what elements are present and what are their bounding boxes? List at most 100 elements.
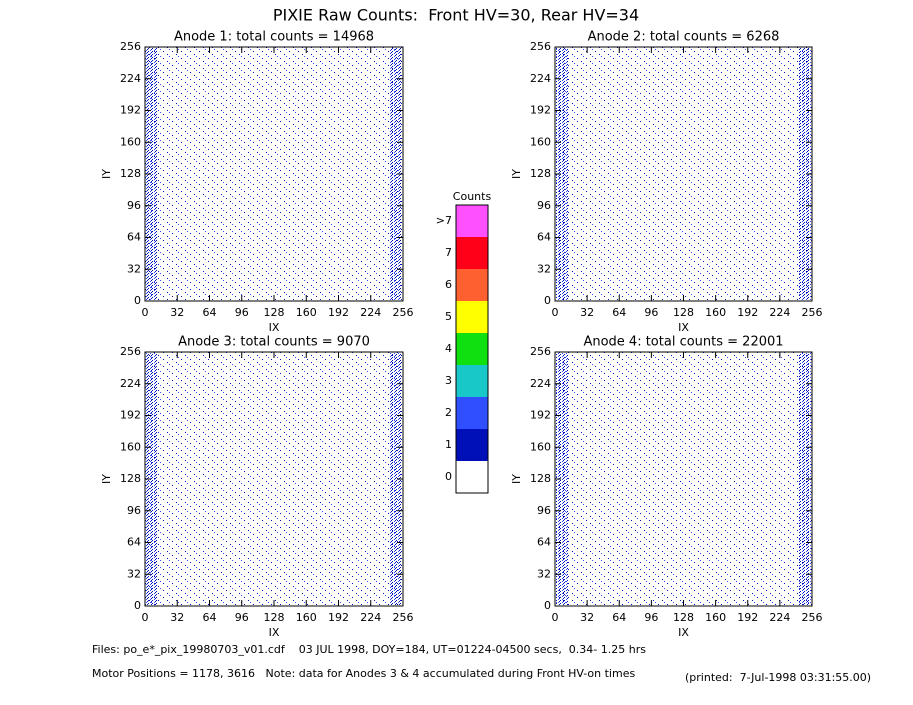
x-tick-label: 256 [393, 611, 414, 624]
x-tick-label: 0 [142, 306, 149, 319]
x-tick-label: 224 [769, 611, 790, 624]
x-tick-label: 64 [612, 306, 626, 319]
y-tick-label: 256 [120, 40, 141, 53]
y-tick-label: 96 [127, 504, 141, 517]
x-tick-label: 192 [328, 611, 349, 624]
y-tick-label: 96 [537, 199, 551, 212]
colorbar-swatch [456, 365, 488, 397]
y-tick-label: 256 [120, 345, 141, 358]
y-tick-label: 224 [120, 72, 141, 85]
colorbar-frame [455, 204, 489, 494]
x-tick-label: 96 [235, 611, 249, 624]
plot-area [555, 352, 812, 606]
colorbar-label: 4 [445, 342, 452, 355]
x-tick-label: 192 [737, 611, 758, 624]
footer-printed: (printed: 7-Jul-1998 03:31:55.00) [685, 671, 871, 684]
colorbar-label: 5 [445, 310, 452, 323]
x-tick-label: 0 [552, 611, 559, 624]
x-tick-label: 32 [170, 611, 184, 624]
y-tick-label: 0 [134, 599, 141, 612]
y-tick-label: 0 [544, 599, 551, 612]
y-tick-label: 64 [127, 536, 141, 549]
y-tick-label: 224 [530, 72, 551, 85]
y-tick-label: 128 [120, 167, 141, 180]
y-tick-label: 160 [530, 135, 551, 148]
x-tick-label: 128 [264, 611, 285, 624]
colorbar-swatch [456, 461, 488, 493]
y-tick-label: 0 [544, 294, 551, 307]
x-tick-label: 96 [644, 306, 658, 319]
x-tick-label: 160 [296, 306, 317, 319]
colorbar-label: 3 [445, 374, 452, 387]
colorbar-label: 1 [445, 438, 452, 451]
y-tick-label: 256 [530, 345, 551, 358]
x-tick-label: 32 [580, 611, 594, 624]
x-tick-label: 160 [296, 611, 317, 624]
panel-title: Anode 4: total counts = 22001 [583, 335, 783, 350]
colorbar-swatch [456, 269, 488, 301]
panel-title: Anode 2: total counts = 6268 [588, 30, 780, 45]
x-axis-label: IX [678, 321, 689, 334]
footer-motor: Motor Positions = 1178, 3616 Note: data … [92, 667, 635, 680]
x-tick-label: 160 [705, 611, 726, 624]
x-tick-label: 96 [644, 611, 658, 624]
y-tick-label: 96 [537, 504, 551, 517]
y-tick-label: 64 [537, 536, 551, 549]
x-tick-label: 256 [802, 306, 823, 319]
y-tick-label: 224 [530, 377, 551, 390]
x-tick-label: 128 [673, 306, 694, 319]
y-tick-label: 192 [530, 409, 551, 422]
x-tick-label: 224 [360, 306, 381, 319]
colorbar-swatch [456, 205, 488, 237]
x-tick-label: 32 [170, 306, 184, 319]
y-tick-label: 192 [120, 104, 141, 117]
x-tick-label: 256 [802, 611, 823, 624]
plot-area [145, 352, 403, 606]
x-tick-label: 224 [769, 306, 790, 319]
y-tick-label: 128 [120, 472, 141, 485]
x-tick-label: 32 [580, 306, 594, 319]
y-tick-label: 160 [530, 440, 551, 453]
panel-title: Anode 1: total counts = 14968 [174, 30, 374, 45]
y-axis-label: IY [100, 474, 113, 484]
y-tick-label: 192 [120, 409, 141, 422]
x-tick-label: 128 [264, 306, 285, 319]
colorbar-swatch [456, 397, 488, 429]
x-tick-label: 192 [737, 306, 758, 319]
y-axis-label: IY [510, 474, 523, 484]
plot-area [555, 47, 812, 301]
y-tick-label: 32 [127, 567, 141, 580]
y-tick-label: 96 [127, 199, 141, 212]
x-tick-label: 256 [393, 306, 414, 319]
x-tick-label: 224 [360, 611, 381, 624]
page-title: PIXIE Raw Counts: Front HV=30, Rear HV=3… [273, 6, 639, 25]
colorbar-swatch [456, 301, 488, 333]
colorbar-swatch [456, 333, 488, 365]
panel-title: Anode 3: total counts = 9070 [178, 335, 370, 350]
colorbar-label: 2 [445, 406, 452, 419]
y-tick-label: 160 [120, 135, 141, 148]
y-tick-label: 256 [530, 40, 551, 53]
x-tick-label: 0 [552, 306, 559, 319]
y-tick-label: 160 [120, 440, 141, 453]
colorbar-label: >7 [436, 214, 452, 227]
y-axis-label: IY [100, 169, 113, 179]
colorbar-swatch [456, 237, 488, 269]
x-tick-label: 64 [203, 611, 217, 624]
plot-area [145, 47, 403, 301]
x-tick-label: 0 [142, 611, 149, 624]
x-tick-label: 96 [235, 306, 249, 319]
y-tick-label: 0 [134, 294, 141, 307]
x-axis-label: IX [678, 626, 689, 639]
colorbar-label: 7 [445, 246, 452, 259]
x-tick-label: 64 [612, 611, 626, 624]
colorbar-title: Counts [453, 190, 492, 203]
y-tick-label: 32 [537, 262, 551, 275]
y-tick-label: 64 [127, 231, 141, 244]
y-tick-label: 32 [537, 567, 551, 580]
colorbar-swatch [456, 429, 488, 461]
y-axis-label: IY [510, 169, 523, 179]
y-tick-label: 64 [537, 231, 551, 244]
x-axis-label: IX [269, 321, 280, 334]
